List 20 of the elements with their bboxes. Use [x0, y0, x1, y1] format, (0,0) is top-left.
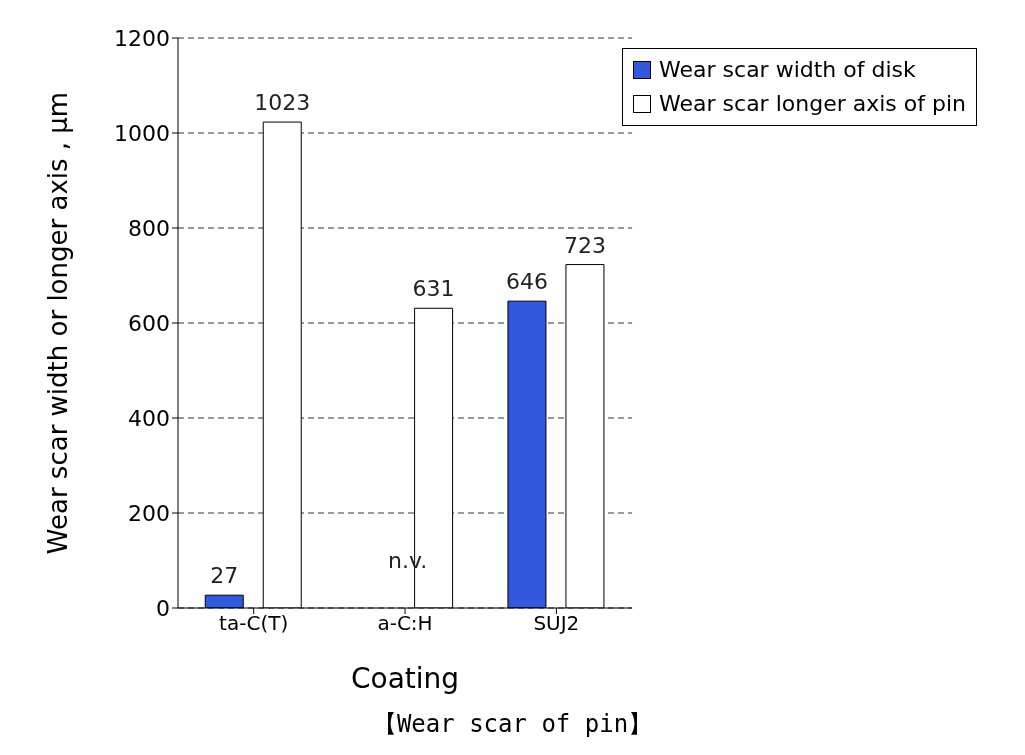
data-label: 646	[505, 269, 548, 295]
x-tick-label: SUJ2	[533, 611, 580, 636]
y-tick-label: 0	[156, 595, 170, 621]
y-tick-label: 800	[128, 215, 170, 241]
data-label: 723	[563, 232, 606, 258]
y-tick-label: 1000	[114, 120, 170, 146]
y-tick-label: 400	[128, 405, 170, 431]
legend-label: Wear scar width of disk	[659, 56, 916, 84]
data-label: 1023	[254, 90, 311, 116]
x-tick-label: a-C:H	[377, 611, 433, 636]
x-axis-title: Coating	[350, 662, 460, 695]
data-label: 631	[412, 276, 455, 302]
legend-label: Wear scar longer axis of pin	[659, 90, 966, 118]
y-tick-label: 1200	[114, 25, 170, 51]
y-tick-label: 600	[128, 310, 170, 336]
x-tick-label: ta-C(T)	[219, 611, 289, 636]
text: 【Wear scar of pin】	[371, 709, 654, 740]
data-label: 27	[210, 563, 239, 589]
y-tick-label: 200	[128, 500, 170, 526]
y-axis-title: Wear scar width or longer axis , μm	[43, 91, 74, 555]
